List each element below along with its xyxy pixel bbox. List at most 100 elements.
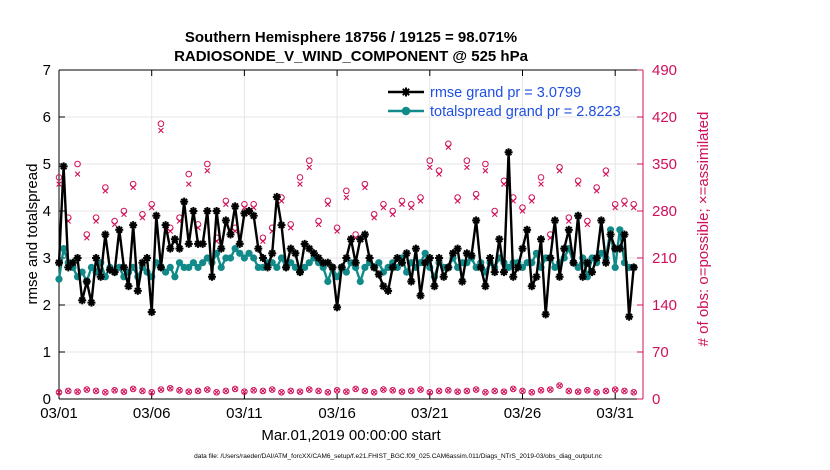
rmse-point-stroke [148,308,156,316]
rmse-point [564,225,573,234]
obs-assimilated-marker-b [287,224,294,231]
obs-near-zero-assimilated-marker-b [232,386,238,392]
obs-near-zero-assimilated-marker-b [278,389,285,395]
rmse-point [444,263,453,272]
obs-near-zero-assimilated-marker-b [149,389,155,395]
rmse-point [518,244,527,253]
obs-near-zero-assimilated-marker-b [65,388,71,394]
rmse-point [119,263,128,272]
rmse-point [486,254,495,262]
spread-point [287,259,295,267]
spread-point [361,263,369,271]
rmse-point [78,296,87,305]
obs-assimilated-marker-b [139,214,146,221]
rmse-point-stroke [472,216,480,224]
obs-near-zero-possible-marker [593,388,600,396]
rmse-point-stroke [347,235,355,243]
obs-assimilated-marker [223,201,229,208]
rmse-point [365,254,374,262]
obs-near-zero-possible-marker [185,388,193,395]
spread-point [203,254,211,262]
obs-assimilated-marker [528,198,535,204]
obs-assimilated-marker [102,188,109,194]
obs-near-zero-possible-marker [361,387,369,395]
obs-assimilated-marker [491,211,498,218]
rmse-point-stroke [384,287,392,295]
obs-near-zero-assimilated-marker-b [362,388,368,394]
obs-near-zero-possible-marker [463,387,471,395]
rmse-point-stroke [162,221,170,229]
rmse-point-stroke [556,273,564,281]
rmse-point [606,230,615,239]
rmse-point-stroke [175,245,184,253]
obs-possible-marker [305,157,313,164]
obs-assimilated-marker-b [362,184,368,191]
rmse-point-stroke [315,254,323,262]
obs-near-zero-assimilated-marker-b [306,387,312,393]
obs-near-zero-assimilated-marker [195,388,201,394]
obs-near-zero-assimilated-marker [204,387,210,393]
obs-near-zero-assimilated-marker [186,389,192,395]
rmse-point-stroke [463,249,471,257]
obs-near-zero-assimilated-marker-b [130,386,136,392]
rmse-point [337,263,346,272]
obs-assimilated-marker [306,164,313,171]
rmse-point-stroke [120,263,128,271]
obs-assimilated-marker [566,218,572,224]
obs-assimilated-marker [593,188,600,194]
obs-near-zero-possible-marker [500,388,508,395]
rmse-point [152,211,161,220]
rmse-point-stroke [134,287,142,295]
obs-assimilated-marker [473,194,479,201]
obs-near-zero-possible-marker [213,388,220,396]
rmse-point [527,282,536,291]
obs-markers [55,120,638,396]
obs-possible-marker [343,187,350,195]
spread-point [305,259,313,267]
obs-near-zero-possible-marker [148,388,155,396]
obs-near-zero-assimilated-marker-b [213,389,220,395]
obs-near-zero-assimilated-marker [603,388,609,394]
rmse-point [133,286,142,295]
rmse-point-stroke [579,273,587,281]
x-tick-label: 03/26 [504,405,542,422]
obs-assimilated-marker [556,167,563,174]
obs-possible-marker [185,170,193,178]
rmse-point [499,268,508,277]
obs-near-zero-assimilated-marker [566,388,572,394]
obs-assimilated-marker-b [538,181,544,187]
x-tick-label: 03/11 [226,405,262,422]
rmse-point-stroke [416,292,425,300]
obs-near-zero-assimilated-marker-b [436,388,442,394]
obs-near-zero-assimilated-marker-b [427,389,433,395]
rmse-point [374,270,383,279]
y-tick-label: 4 [43,203,51,220]
rmse-point [277,221,286,230]
obs-assimilated-marker-b [204,167,211,174]
legend-rmse-marker [401,87,411,97]
rmse-point-stroke [593,254,601,262]
rmse-point-stroke [166,245,174,253]
rmse-point [180,197,189,206]
rmse-point [481,282,490,291]
rmse-point [221,216,230,225]
obs-near-zero-assimilated-marker-b [288,388,294,394]
obs-near-zero-possible-marker [556,382,563,389]
rmse-point [541,310,550,319]
obs-near-zero-possible-marker [407,387,415,395]
rmse-point-stroke [250,212,258,220]
spread-point [240,254,248,262]
rmse-point-stroke [333,303,341,311]
rmse-point [379,282,388,291]
rmse-point-stroke [505,148,513,156]
rmse-point-stroke [477,263,485,271]
obs-near-zero-assimilated-marker [260,388,266,394]
spread-point [611,263,619,271]
x-tick-label: 03/01 [40,405,78,422]
obs-near-zero-assimilated-marker [112,387,118,393]
rmse-point [555,272,564,281]
obs-near-zero-assimilated-marker-b [84,387,90,393]
rmse-point [156,263,165,272]
obs-possible-marker [296,174,304,181]
